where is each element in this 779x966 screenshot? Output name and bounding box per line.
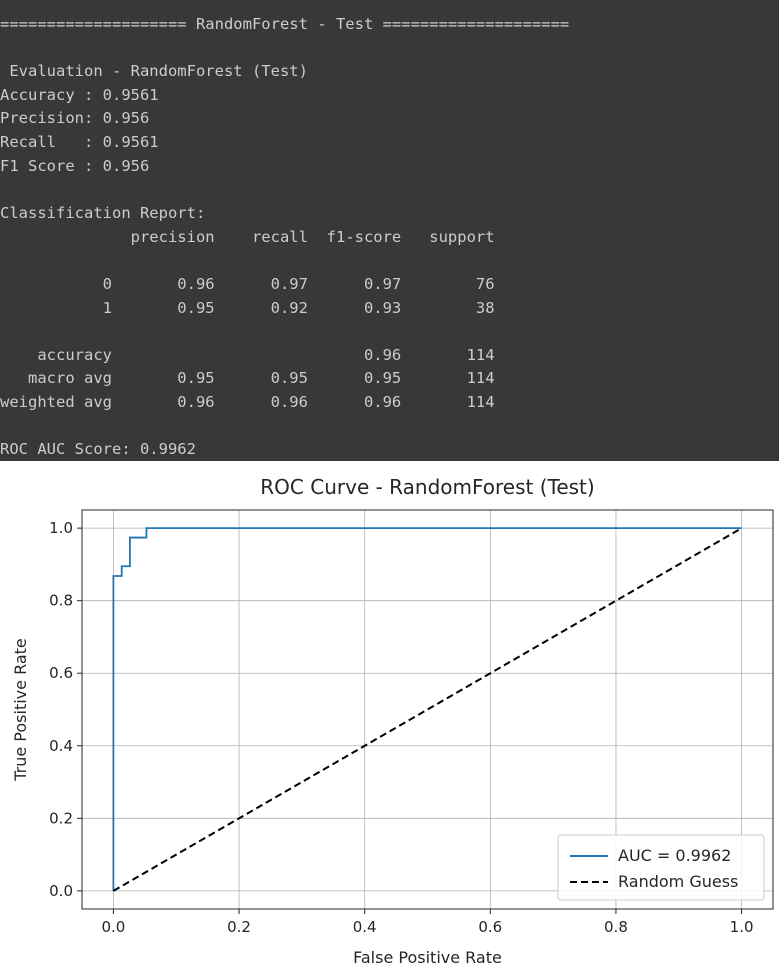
roc-auc-line: ROC AUC Score: 0.9962	[0, 440, 196, 458]
y-axis-label: True Positive Rate	[11, 638, 30, 782]
report-row-weighted-avg: weighted avg 0.96 0.96 0.96 114	[0, 393, 495, 411]
roc-curve-line	[112, 527, 742, 891]
report-row-class-1: 1 0.95 0.92 0.93 38	[0, 299, 495, 317]
report-header-row: precision recall f1-score support	[0, 228, 495, 246]
y-tick-label: 0.0	[49, 882, 73, 900]
roc-plot: 0.0 0.2 0.4 0.6 0.8 1.0 0.0 0.2 0.4 0.6 0.8 1.0 ROC…	[0, 461, 779, 966]
console-output: ==================== RandomForest - Test…	[0, 0, 779, 461]
report-row-macro-avg: macro avg 0.95 0.95 0.95 114	[0, 369, 495, 387]
f1-line: F1 Score : 0.956	[0, 157, 150, 175]
y-tick-label: 0.4	[49, 737, 73, 755]
precision-line: Precision: 0.956	[0, 109, 150, 127]
legend-box	[557, 834, 765, 901]
legend-label-auc: AUC = 0.9962	[618, 846, 731, 865]
x-tick-label: 0.6	[478, 918, 502, 936]
y-tick-label: 1.0	[49, 519, 73, 537]
y-tick-label: 0.2	[49, 809, 73, 827]
report-heading: Classification Report:	[0, 204, 206, 222]
legend: AUC = 0.9962 Random Guess	[557, 834, 765, 901]
report-row-class-0: 0 0.96 0.97 0.97 76	[0, 275, 495, 293]
chart-title: ROC Curve - RandomForest (Test)	[260, 475, 594, 499]
x-axis-label: False Positive Rate	[353, 948, 502, 966]
y-tick-label: 0.8	[49, 592, 73, 610]
x-tick-label: 0.4	[353, 918, 377, 936]
x-tick-label: 0.8	[604, 918, 628, 936]
tick-labels: 0.0 0.2 0.4 0.6 0.8 1.0 0.0 0.2 0.4 0.6 0.8 1.0	[49, 519, 753, 936]
report-row-accuracy: accuracy 0.96 114	[0, 346, 495, 364]
axes-frame	[81, 509, 774, 910]
x-tick-label: 1.0	[730, 918, 754, 936]
legend-label-random: Random Guess	[618, 872, 738, 891]
series-layer	[112, 527, 743, 892]
x-tick-label: 0.0	[101, 918, 125, 936]
y-tick-label: 0.6	[49, 664, 73, 682]
accuracy-line: Accuracy : 0.9561	[0, 86, 159, 104]
recall-line: Recall : 0.9561	[0, 133, 159, 151]
section-banner: ==================== RandomForest - Test…	[0, 15, 570, 33]
x-tick-label: 0.2	[227, 918, 251, 936]
evaluation-heading: Evaluation - RandomForest (Test)	[0, 62, 308, 80]
